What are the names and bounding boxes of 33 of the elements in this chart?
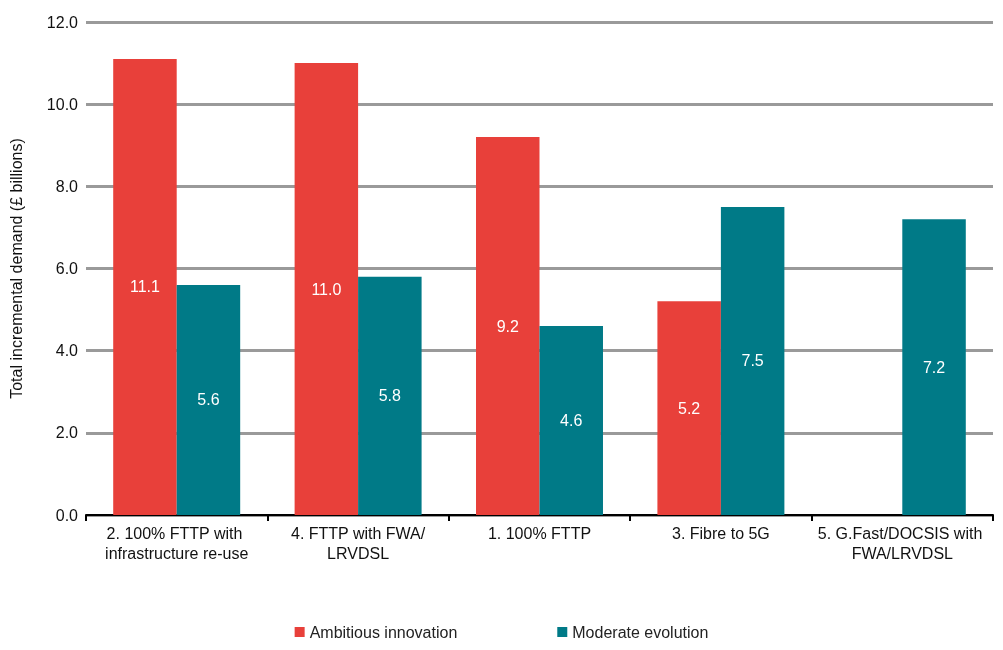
data-label: 7.2 [922, 358, 946, 376]
legend-label: Ambitious innovation [309, 623, 458, 641]
x-tick-label: 5. G.Fast/DOCSIS with FWA/LRVDSL [817, 524, 987, 562]
data-label: 5.8 [378, 387, 402, 405]
bar [720, 206, 785, 515]
y-tick-label: 4.0 [55, 342, 79, 360]
bar [358, 276, 422, 515]
bar [902, 219, 966, 515]
y-tick-label: 0.0 [55, 506, 79, 524]
data-label: 11.0 [311, 280, 342, 298]
y-tick-label: 2.0 [55, 424, 79, 442]
y-tick-label: 10.0 [46, 95, 79, 113]
data-label: 11.1 [129, 278, 161, 296]
data-label: 9.2 [496, 317, 519, 335]
data-label: 7.5 [741, 352, 764, 370]
data-label: 4.6 [560, 412, 583, 430]
x-tick-label: 4. FTTP with FWA/LRVDSL [290, 524, 426, 562]
x-tick-label: 3. Fibre to 5G [671, 524, 770, 542]
bar [113, 58, 177, 515]
data-label: 5.6 [197, 391, 220, 409]
bar [539, 326, 603, 515]
y-axis-title: Total incremental demand (£ billions) [7, 138, 25, 399]
data-label: 5.2 [678, 399, 701, 417]
legend-label: Moderate evolution [572, 623, 709, 641]
y-tick-label: 12.0 [46, 13, 79, 31]
bar [176, 284, 241, 515]
x-tick-label: 1. 100% FTTP [487, 524, 592, 542]
y-tick-label: 6.0 [55, 260, 79, 277]
bar [657, 301, 721, 515]
bar [294, 63, 359, 515]
x-tick-label: 2. 100% FTTP with infrastructure re-use [105, 524, 249, 562]
y-tick-label: 8.0 [55, 177, 79, 195]
bar [476, 137, 540, 515]
